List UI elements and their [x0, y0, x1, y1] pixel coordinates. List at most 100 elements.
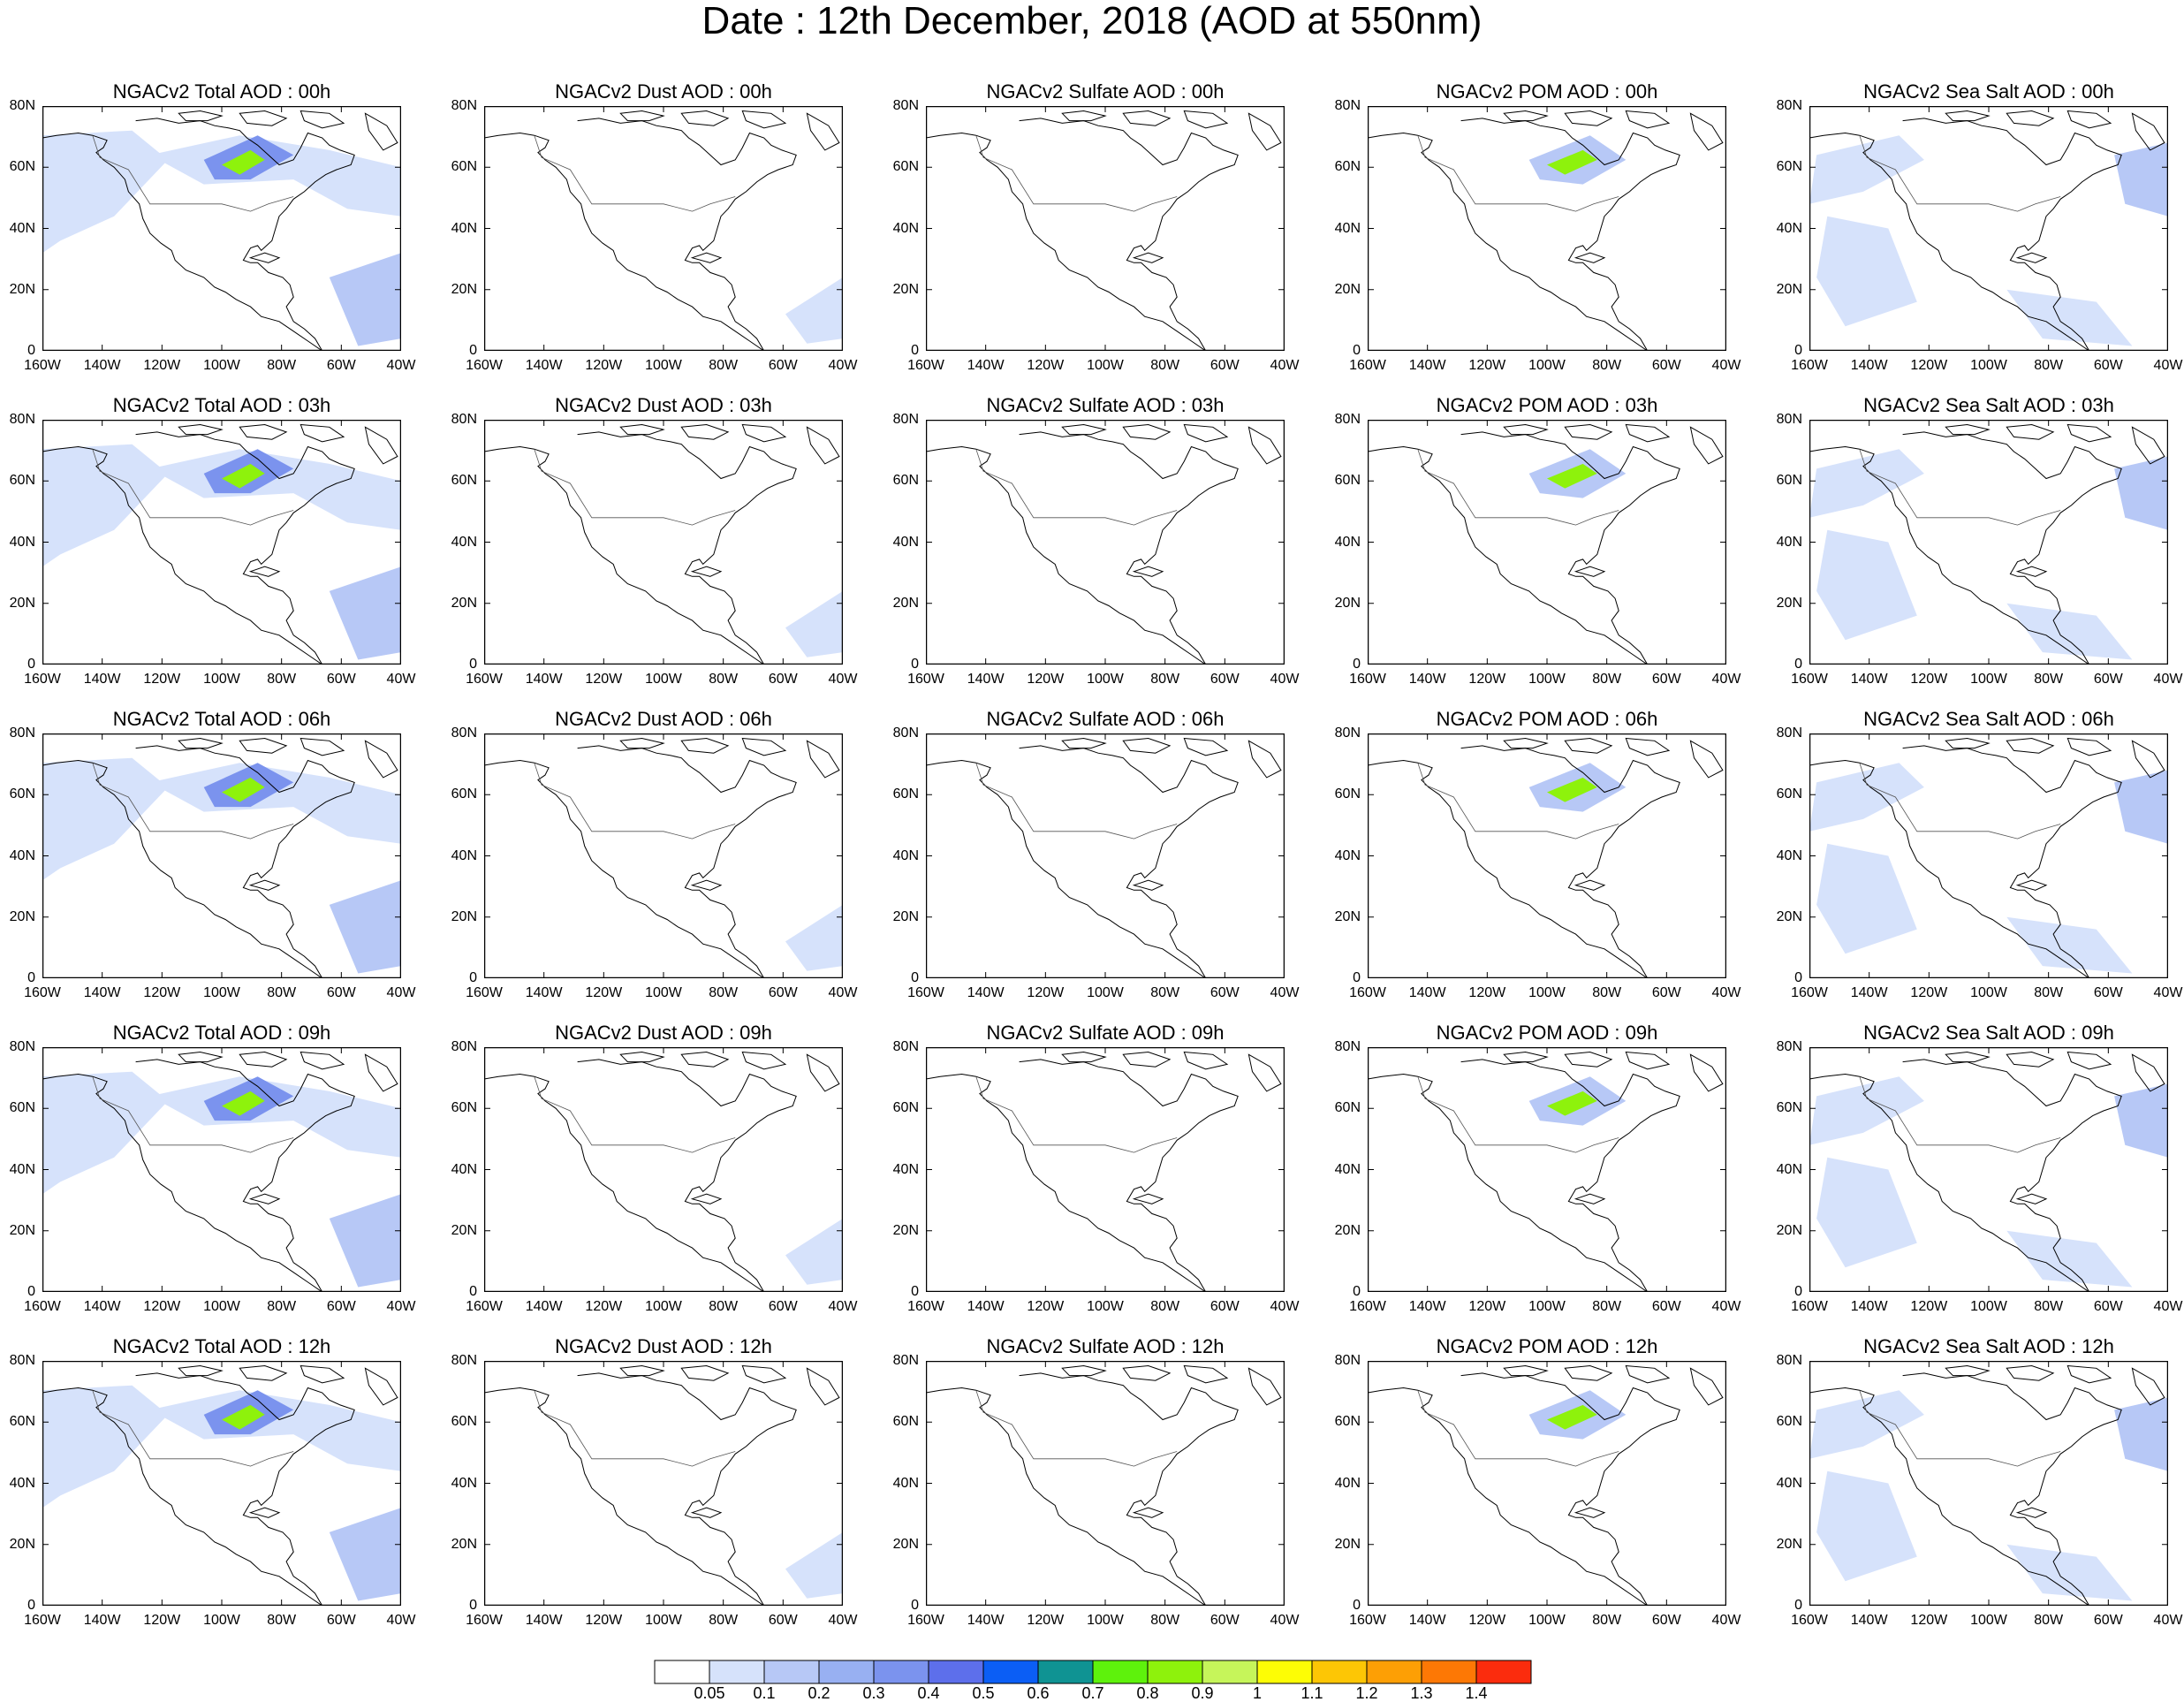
panel-title: NGACv2 Total AOD : 06h: [112, 708, 331, 730]
island-outline: [2066, 1051, 2112, 1070]
lat-tick-label: 60N: [9, 1414, 35, 1430]
lat-tick-label: 40N: [451, 534, 477, 550]
lon-tick-label: 100W: [203, 358, 240, 373]
colorbar-label: 0.9: [1191, 1684, 1214, 1702]
country-border: [1417, 449, 1619, 526]
island-outline: [1183, 737, 1229, 756]
coastline: [577, 1059, 797, 1292]
country-border: [92, 763, 294, 840]
lon-tick-label: 40W: [828, 985, 858, 1000]
lon-tick-label: 60W: [1210, 672, 1240, 687]
lon-tick-label: 160W: [466, 358, 503, 373]
lat-tick-label: 40N: [892, 1161, 919, 1177]
island-outline: [2131, 426, 2165, 465]
island-outline: [1122, 1364, 1172, 1381]
map-panel: [1809, 1047, 2168, 1292]
lon-tick-label: 40W: [1270, 985, 1300, 1000]
coastline: [1019, 745, 1239, 978]
colorbar-label: 1.4: [1465, 1684, 1488, 1702]
aod-region: [1816, 216, 1917, 327]
lon-tick-label: 60W: [1651, 985, 1681, 1000]
lon-tick-label: 120W: [1027, 358, 1065, 373]
lat-tick-label: 80N: [892, 1353, 919, 1368]
colorbar-swatch: [1421, 1660, 1477, 1684]
lon-tick-label: 100W: [1970, 672, 2007, 687]
colorbar-swatch: [1147, 1660, 1203, 1684]
lon-tick-label: 140W: [1850, 1299, 1888, 1314]
island-outline: [178, 110, 224, 122]
island-outline: [178, 1364, 224, 1377]
lat-tick-label: 80N: [9, 98, 35, 113]
lon-tick-label: 40W: [386, 1613, 416, 1628]
colorbar-swatch: [709, 1660, 765, 1684]
lon-tick-label: 140W: [525, 1299, 563, 1314]
coastline: [1368, 445, 1648, 665]
aod-region: [1809, 135, 1924, 204]
lon-tick-label: 140W: [525, 672, 563, 687]
lon-tick-label: 40W: [1270, 1613, 1300, 1628]
lon-tick-label: 40W: [1270, 358, 1300, 373]
country-border: [92, 135, 294, 212]
coastline: [1368, 1387, 1648, 1606]
lon-tick-label: 160W: [1791, 985, 1828, 1000]
colorbar-label: 1.2: [1355, 1684, 1378, 1702]
aod-region: [2006, 289, 2133, 346]
island-outline: [619, 110, 665, 122]
island-outline: [248, 879, 281, 891]
lon-tick-label: 60W: [1210, 1299, 1240, 1314]
lon-tick-label: 120W: [1910, 985, 1948, 1000]
aod-region: [42, 1071, 169, 1195]
lon-tick-label: 160W: [1349, 358, 1386, 373]
lat-tick-label: 20N: [892, 908, 919, 924]
lon-tick-label: 120W: [585, 1299, 623, 1314]
island-outline: [806, 740, 840, 779]
colorbar-swatch: [1092, 1660, 1149, 1684]
lat-tick-label: 20N: [1776, 1222, 1802, 1238]
lat-tick-label: 40N: [9, 220, 35, 236]
panel-title: NGACv2 Sulfate AOD : 09h: [986, 1022, 1225, 1044]
coastline: [42, 132, 322, 351]
lon-tick-label: 140W: [967, 1299, 1005, 1314]
island-outline: [1122, 1051, 1172, 1068]
panel-title: NGACv2 Total AOD : 12h: [112, 1335, 331, 1357]
island-outline: [364, 1053, 398, 1092]
island-outline: [1574, 879, 1606, 891]
map-frame: [926, 733, 1285, 978]
lat-tick-label: 80N: [892, 726, 919, 741]
lon-tick-label: 140W: [83, 985, 121, 1000]
map-panel: [484, 106, 843, 351]
island-outline: [1247, 1367, 1282, 1406]
island-outline: [741, 110, 787, 129]
island-outline: [1132, 566, 1164, 577]
lat-tick-label: 40N: [1334, 1475, 1361, 1491]
lon-tick-label: 140W: [1408, 1613, 1446, 1628]
island-outline: [619, 1364, 665, 1377]
lon-tick-label: 60W: [326, 985, 356, 1000]
lat-tick-label: 40N: [1334, 534, 1361, 550]
aod-region: [1547, 463, 1597, 489]
lat-tick-label: 0: [911, 343, 919, 358]
colorbar-swatch: [873, 1660, 929, 1684]
island-outline: [364, 112, 398, 151]
island-outline: [1689, 426, 1724, 465]
lon-tick-label: 40W: [1711, 1613, 1741, 1628]
lat-tick-label: 20N: [9, 908, 35, 924]
colorbar: [654, 1660, 1532, 1684]
colorbar-label: 1: [1252, 1684, 1263, 1702]
lon-tick-label: 160W: [1791, 358, 1828, 373]
island-outline: [806, 112, 840, 151]
aod-region: [785, 1531, 843, 1599]
lat-tick-label: 20N: [9, 1536, 35, 1552]
lon-tick-label: 140W: [83, 1299, 121, 1314]
island-outline: [1061, 1364, 1107, 1377]
lon-tick-label: 140W: [967, 1613, 1005, 1628]
lat-tick-label: 20N: [892, 1222, 919, 1238]
aod-region: [149, 135, 401, 217]
lon-tick-label: 120W: [1468, 1299, 1506, 1314]
lon-tick-label: 80W: [1150, 1613, 1180, 1628]
colorbar-swatch: [818, 1660, 875, 1684]
lat-tick-label: 60N: [451, 1414, 477, 1430]
island-outline: [1132, 1193, 1164, 1204]
island-outline: [1132, 252, 1164, 263]
